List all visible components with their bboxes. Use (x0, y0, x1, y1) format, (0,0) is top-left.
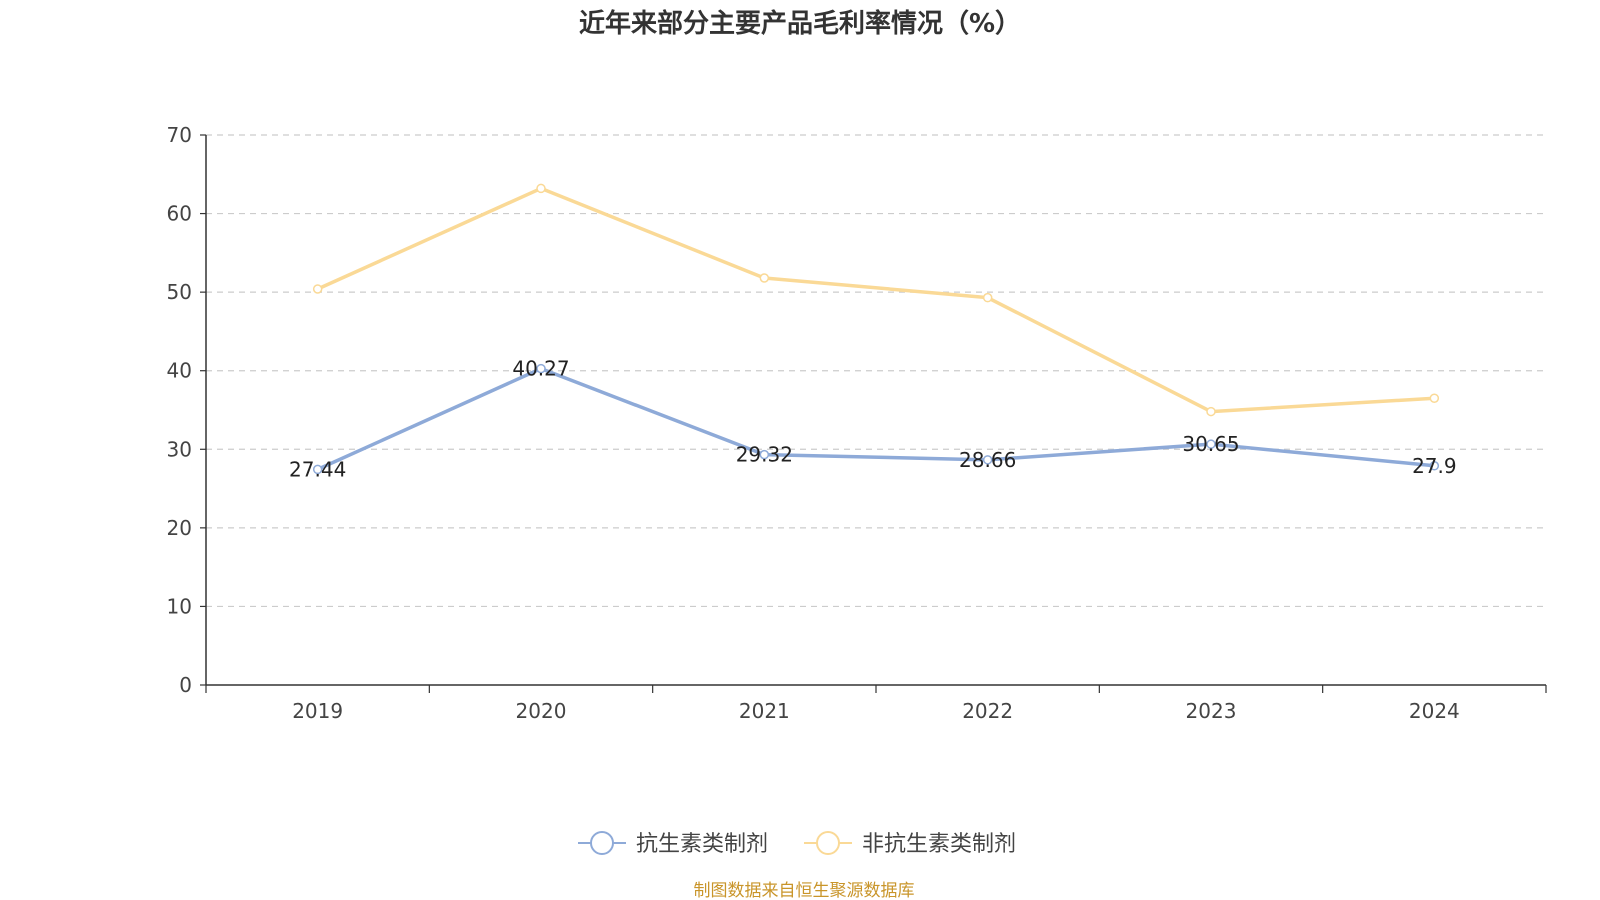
y-tick-label: 40 (167, 359, 192, 383)
data-point[interactable] (759, 449, 770, 460)
data-point[interactable] (312, 284, 323, 294)
data-label: 30.65 (1182, 432, 1239, 456)
y-axis-ticks: 0 10 20 30 40 50 60 70 (167, 123, 206, 697)
data-label: 28.66 (959, 448, 1016, 472)
legend-marker-antibiotic (590, 831, 614, 855)
data-point[interactable] (1206, 439, 1216, 449)
legend-label-antibiotic: 抗生素类制剂 (636, 832, 768, 857)
y-tick-label: 70 (167, 123, 192, 147)
y-tick-label: 0 (179, 673, 192, 697)
x-tick-label: 2021 (739, 699, 790, 723)
legend[interactable]: 抗生素类制剂 非抗生素类制剂 (578, 831, 1016, 857)
data-point[interactable] (536, 183, 546, 194)
data-point[interactable] (1429, 393, 1440, 403)
data-label: 40.27 (512, 357, 569, 381)
source-note: 制图数据来自恒生聚源数据库 (694, 881, 915, 900)
series-line-0 (316, 366, 1435, 471)
y-tick-label: 10 (167, 594, 192, 618)
data-labels: 27.44 40.27 29.32 28.66 30.65 27.9 (289, 357, 1457, 482)
x-tick-label: 2024 (1409, 699, 1460, 723)
legend-marker-non-antibiotic (816, 831, 840, 855)
data-label: 27.9 (1412, 454, 1457, 478)
data-point[interactable] (536, 363, 546, 374)
series-lines (312, 183, 1440, 475)
x-axis-ticks: 2019 2020 2021 2022 2023 2024 (205, 685, 1547, 723)
data-point[interactable] (982, 292, 993, 303)
axes (205, 135, 1546, 686)
data-point[interactable] (1206, 406, 1216, 417)
y-tick-label: 60 (167, 202, 192, 226)
data-point[interactable] (759, 273, 770, 283)
x-tick-label: 2019 (292, 699, 343, 723)
data-label: 27.44 (289, 457, 346, 481)
series-line-1 (316, 186, 1435, 414)
data-point[interactable] (1429, 461, 1440, 471)
y-tick-label: 30 (167, 437, 192, 461)
chart-title: 近年来部分主要产品毛利率情况（%） (579, 8, 1021, 39)
legend-item-antibiotic[interactable]: 抗生素类制剂 (578, 831, 768, 857)
data-label: 29.32 (736, 443, 793, 467)
y-tick-label: 20 (167, 516, 192, 540)
legend-item-non-antibiotic[interactable]: 非抗生素类制剂 (804, 831, 1016, 857)
data-point[interactable] (982, 455, 993, 465)
legend-label-non-antibiotic: 非抗生素类制剂 (862, 832, 1016, 857)
x-tick-label: 2022 (962, 699, 1013, 723)
x-tick-label: 2020 (516, 699, 567, 723)
data-point[interactable] (312, 464, 323, 475)
grid-lines (206, 134, 1546, 608)
x-tick-label: 2023 (1186, 699, 1237, 723)
y-tick-label: 50 (167, 280, 192, 304)
